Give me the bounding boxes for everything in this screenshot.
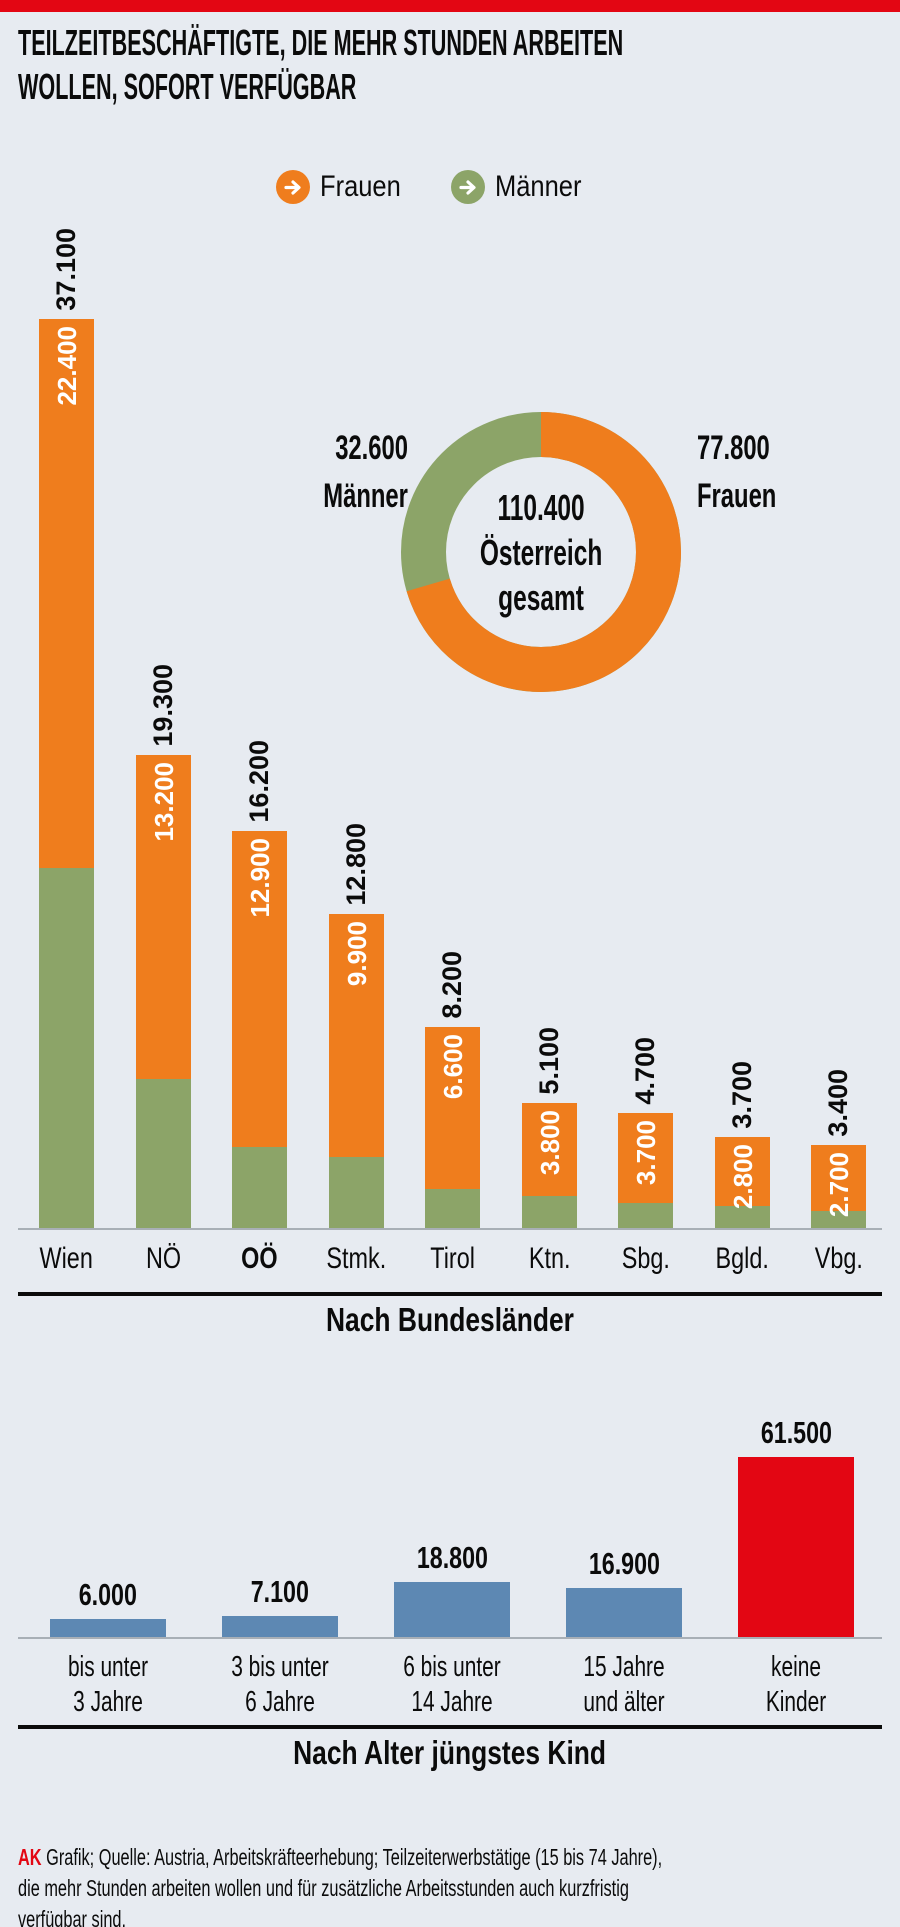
footer-line-1-text: Grafik; Quelle: Austria, Arbeitskräfteer… [46, 1844, 662, 1870]
infographic-canvas: TEILZEITBESCHÄFTIGTE, DIE MEHR STUNDEN A… [0, 0, 900, 1927]
axis-line-alter [18, 1637, 882, 1639]
bar-value-bis-unter-3-jahre-text: 6.000 [79, 1577, 137, 1613]
bar-value-label-keine-kinder: 61.500 [716, 1415, 876, 1451]
category-label-15-jahre-und-aelter-line-2: und älter [559, 1685, 689, 1720]
bar-value-3-bis-unter-6-jahre-text: 7.100 [251, 1574, 309, 1610]
category-label-bis-unter-3-jahre-line-1: bis unter [43, 1650, 173, 1685]
category-label-3-bis-unter-6-jahre-line-2: 6 Jahre [215, 1685, 345, 1720]
category-label-bis-unter-3-jahre: bis unter3 Jahre [18, 1650, 198, 1720]
footer-line-1: AK Grafik; Quelle: Austria, Arbeitskräft… [18, 1842, 662, 1873]
bar-value-keine-kinder-text: 61.500 [760, 1415, 831, 1451]
section-divider-alter [18, 1725, 882, 1729]
bar-value-label-6-bis-unter-14-jahre: 18.800 [372, 1540, 532, 1576]
bar-6-bis-unter-14-jahre [394, 1582, 510, 1637]
bar-value-15-jahre-und-aelter-text: 16.900 [588, 1546, 659, 1582]
bar-value-label-bis-unter-3-jahre: 6.000 [28, 1577, 188, 1613]
category-label-keine-kinder-line-1: keine [731, 1650, 861, 1685]
category-label-6-bis-unter-14-jahre-line-2: 14 Jahre [387, 1685, 517, 1720]
category-label-3-bis-unter-6-jahre: 3 bis unter6 Jahre [190, 1650, 370, 1720]
category-label-bis-unter-3-jahre-line-2: 3 Jahre [43, 1685, 173, 1720]
category-label-3-bis-unter-6-jahre-line-1: 3 bis unter [215, 1650, 345, 1685]
bar-15-jahre-und-aelter [566, 1588, 682, 1637]
bar-value-6-bis-unter-14-jahre-text: 18.800 [416, 1540, 487, 1576]
footer-line-3: verfügbar sind. [18, 1904, 662, 1927]
category-label-6-bis-unter-14-jahre: 6 bis unter14 Jahre [362, 1650, 542, 1720]
bar-value-label-15-jahre-und-aelter: 16.900 [544, 1546, 704, 1582]
footer-source-note: AK Grafik; Quelle: Austria, Arbeitskräft… [18, 1842, 900, 1927]
footer-brand-ak: AK [18, 1844, 42, 1870]
footer-line-2: die mehr Stunden arbeiten wollen und für… [18, 1873, 662, 1904]
bar-bis-unter-3-jahre [50, 1619, 166, 1637]
category-label-15-jahre-und-aelter-line-1: 15 Jahre [559, 1650, 689, 1685]
bar-keine-kinder [738, 1457, 854, 1637]
category-label-keine-kinder: keineKinder [706, 1650, 886, 1720]
bar-value-label-3-bis-unter-6-jahre: 7.100 [200, 1574, 360, 1610]
section-title-alter-text: Nach Alter jüngstes Kind [294, 1734, 607, 1772]
section-title-alter: Nach Alter jüngstes Kind [0, 1734, 900, 1772]
category-label-6-bis-unter-14-jahre-line-1: 6 bis unter [387, 1650, 517, 1685]
category-label-15-jahre-und-aelter: 15 Jahreund älter [534, 1650, 714, 1720]
bar-3-bis-unter-6-jahre [222, 1616, 338, 1637]
category-label-keine-kinder-line-2: Kinder [731, 1685, 861, 1720]
